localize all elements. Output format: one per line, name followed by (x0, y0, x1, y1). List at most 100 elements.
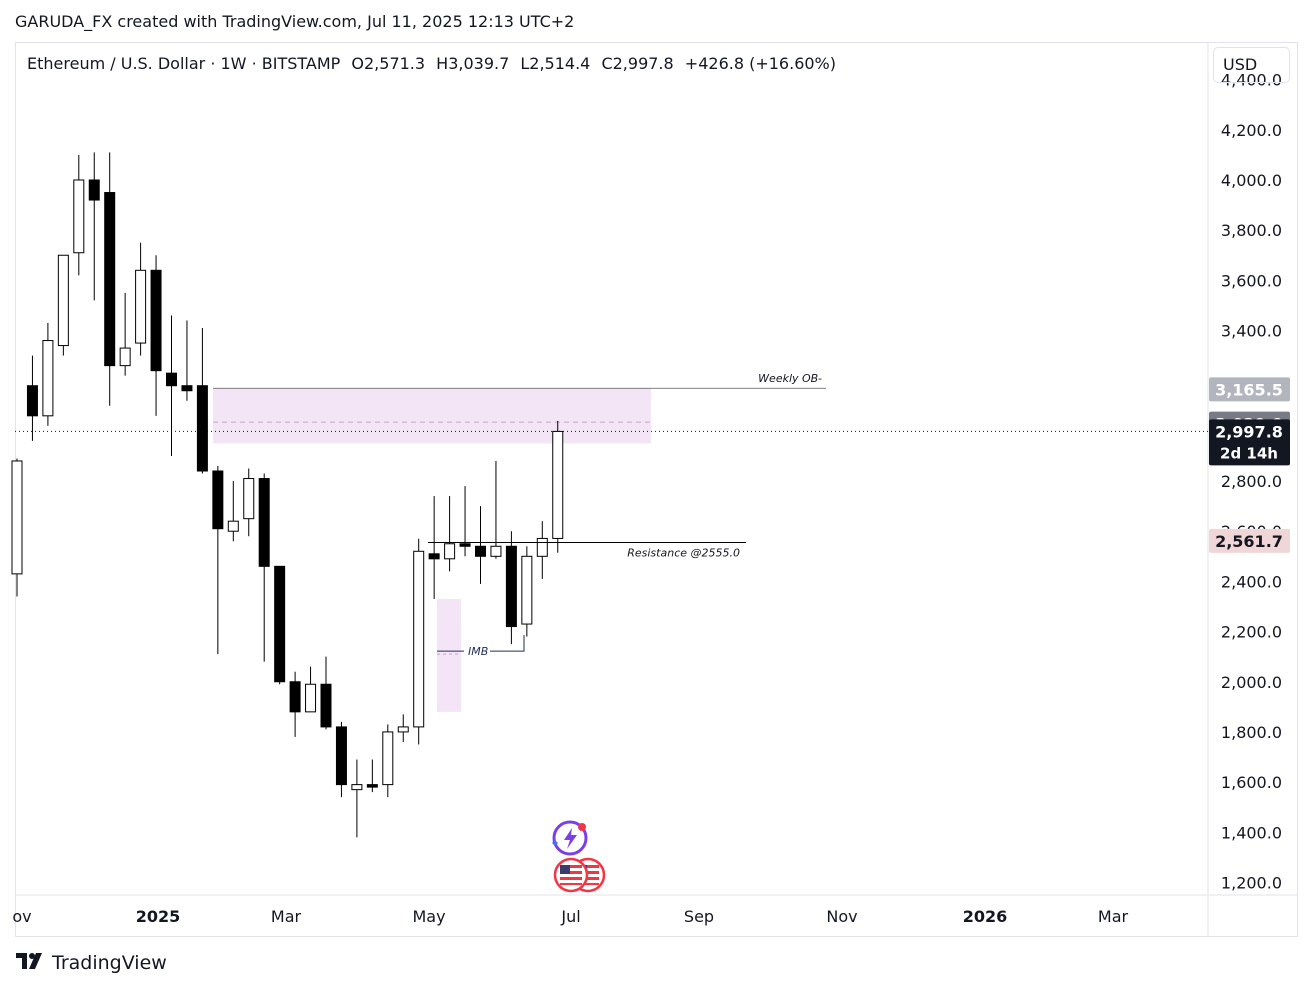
candle[interactable] (351, 759, 363, 838)
weekly-ob-zone[interactable] (213, 388, 651, 444)
candle-body (104, 192, 116, 367)
y-tick-label: 2,400.0 (1221, 572, 1282, 591)
legend-low: L2,514.4 (520, 54, 591, 73)
candle[interactable] (26, 355, 38, 441)
candle-body (475, 545, 486, 557)
candle[interactable] (166, 315, 177, 456)
imb-label: IMB (468, 645, 488, 658)
candle[interactable] (536, 521, 548, 579)
candle[interactable] (521, 546, 533, 637)
tradingview-logo-icon (16, 952, 46, 974)
candle-body (73, 179, 85, 254)
candle[interactable] (212, 465, 224, 655)
candle[interactable] (382, 724, 394, 798)
candle[interactable] (413, 538, 425, 745)
candle[interactable] (42, 322, 54, 426)
price-tag-label: 3,165.5 (1215, 380, 1283, 399)
legend-high: H3,039.7 (436, 54, 510, 73)
attribution-text: GARUDA_FX created with TradingView.com, … (15, 12, 575, 31)
symbol-name[interactable]: Ethereum / U.S. Dollar · 1W · BITSTAMP (27, 54, 341, 73)
candle[interactable] (305, 666, 317, 713)
candle[interactable] (88, 152, 100, 301)
imb-zone[interactable] (437, 598, 461, 712)
candle[interactable] (73, 154, 85, 276)
candle[interactable] (505, 531, 517, 645)
candle[interactable] (428, 496, 440, 599)
y-tick-label: 2,000.0 (1221, 673, 1282, 692)
candle-body (397, 726, 409, 733)
x-tick-label: ov (12, 907, 31, 926)
footer-brand[interactable]: TradingView (16, 952, 167, 974)
candle[interactable] (366, 759, 378, 793)
candle[interactable] (196, 328, 208, 474)
candle-body (366, 784, 378, 788)
candle-body (57, 254, 69, 347)
x-tick-label: Jul (560, 907, 580, 926)
candle[interactable] (490, 460, 502, 559)
y-tick-label: 1,600.0 (1221, 773, 1282, 792)
candle[interactable] (444, 496, 456, 572)
candle[interactable] (119, 292, 131, 376)
candle[interactable] (274, 565, 286, 685)
price-tag[interactable] (1209, 377, 1290, 402)
candle-body (227, 520, 239, 532)
x-tick-label: May (412, 907, 445, 926)
candle[interactable] (57, 254, 69, 356)
candle-body (335, 726, 347, 786)
candle-body (490, 545, 502, 557)
candle-body (196, 385, 208, 472)
resistance-label: Resistance @2555.0 (627, 547, 740, 560)
price-tag-label: 2,561.7 (1215, 532, 1283, 551)
y-tick-label: 1,800.0 (1221, 723, 1282, 742)
candle-body (274, 565, 286, 683)
candle-body (320, 683, 332, 728)
candle[interactable] (104, 152, 116, 406)
candle[interactable] (227, 481, 239, 542)
candle[interactable] (258, 473, 270, 662)
candle[interactable] (135, 242, 147, 356)
candle[interactable] (397, 714, 409, 742)
candle[interactable] (552, 420, 564, 553)
candle-body (258, 478, 270, 567)
candle[interactable] (181, 320, 193, 401)
candle[interactable] (150, 255, 162, 416)
price-tag[interactable] (1209, 419, 1290, 466)
candle-body (135, 269, 147, 344)
x-tick-label: 2025 (136, 907, 181, 926)
y-tick-label: 3,600.0 (1221, 271, 1282, 290)
y-tick-label: 1,400.0 (1221, 823, 1282, 842)
candle-body (552, 430, 564, 539)
x-tick-label: Mar (271, 907, 302, 926)
x-tick-label: Mar (1098, 907, 1129, 926)
candle-body (166, 372, 177, 387)
candle-body (11, 460, 23, 575)
candle-body (150, 269, 162, 372)
candle[interactable] (11, 458, 23, 597)
candle-body (42, 340, 54, 417)
price-tag[interactable] (1209, 528, 1290, 553)
candle-body (413, 550, 425, 728)
legend-close: C2,997.8 (601, 54, 674, 73)
y-tick-label: 4,000.0 (1221, 171, 1282, 190)
candle[interactable] (320, 656, 332, 730)
candle[interactable] (475, 506, 486, 584)
price-tag-countdown: 2d 14h (1220, 444, 1278, 462)
y-tick-label: 2,200.0 (1221, 623, 1282, 642)
candle-body (88, 179, 100, 201)
y-tick-label: 4,200.0 (1221, 121, 1282, 140)
currency-button[interactable]: USD (1213, 47, 1290, 83)
candle[interactable] (243, 468, 255, 537)
candle-body (243, 478, 255, 520)
candle[interactable] (335, 721, 347, 798)
candle-body (26, 385, 38, 417)
candle[interactable] (459, 486, 471, 557)
sparkle-logo-icon[interactable] (552, 820, 588, 856)
x-tick-label: Nov (826, 907, 857, 926)
us-flag-icon[interactable] (553, 857, 589, 893)
candle-body (305, 683, 317, 713)
y-tick-label: 3,400.0 (1221, 322, 1282, 341)
candle[interactable] (289, 671, 301, 737)
candle-body (212, 470, 224, 530)
imb-label-bg (464, 644, 490, 659)
